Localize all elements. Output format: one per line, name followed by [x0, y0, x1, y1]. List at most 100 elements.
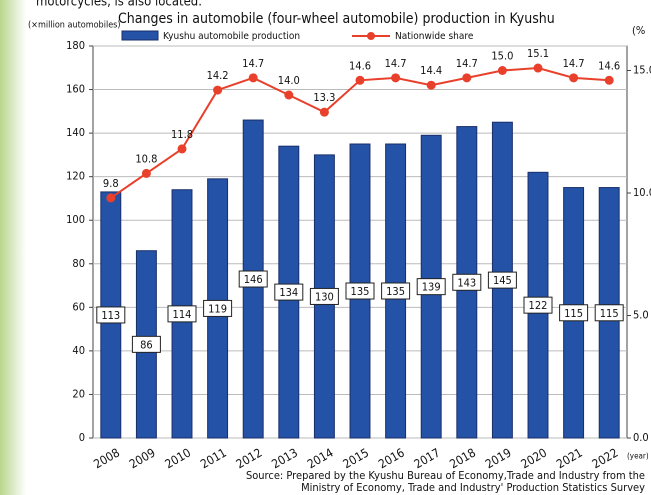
y-tick-label: 80: [72, 257, 85, 270]
line-label: 15.1: [527, 47, 549, 60]
line-label: 14.0: [278, 74, 300, 87]
y2-tick-label: 5.0: [633, 309, 649, 322]
bar-label: 122: [529, 299, 548, 312]
bar-label: 143: [457, 276, 476, 289]
legend-swatch: [367, 32, 375, 40]
bar-label: 145: [493, 274, 512, 287]
bar-label-box: [559, 304, 589, 322]
line-point: [497, 66, 507, 75]
bar-label: 130: [315, 290, 334, 303]
line-point: [533, 63, 543, 73]
line-label: 14.7: [456, 57, 478, 70]
bar-label: 115: [564, 307, 583, 320]
side-strip: [0, 0, 26, 495]
y2-tick-label: 10.0: [633, 186, 651, 199]
bar-label-box: [416, 278, 446, 296]
bar-label: 115: [600, 307, 619, 320]
x-tick-label: 2010: [162, 445, 193, 471]
line-label: 14.7: [385, 57, 407, 70]
y-tick-label: 160: [66, 83, 85, 96]
line-point: [177, 144, 187, 154]
bar-label-box: [594, 304, 624, 322]
line-label: 13.3: [313, 91, 335, 104]
source: Source: Prepared by the Kyushu Bureau of…: [246, 469, 645, 482]
line-point: [391, 73, 401, 83]
bar-label-box: [203, 299, 233, 317]
line-label: 10.8: [135, 152, 157, 165]
line-point: [284, 90, 294, 100]
line-point: [141, 168, 151, 178]
line-label: 14.2: [207, 69, 229, 82]
legend-label: Kyushu automobile production: [163, 31, 300, 42]
bar-label-box: [487, 271, 517, 289]
x-tick-label: 2019: [483, 445, 514, 471]
bar-label-box: [452, 273, 482, 291]
bar-label-box: [131, 335, 161, 353]
bar-label-box: [167, 305, 197, 323]
line-point: [426, 80, 436, 90]
y-tick-label: 0: [79, 431, 85, 444]
x-tick-label: 2008: [91, 445, 122, 471]
x-tick-label: 2018: [447, 445, 478, 471]
legend-swatch: [121, 30, 159, 41]
bar-label: 146: [244, 273, 263, 286]
bar-label: 139: [422, 281, 441, 294]
line-point: [248, 73, 258, 83]
x-tick-label: 2020: [518, 445, 549, 471]
line-label: 14.6: [349, 59, 371, 72]
line-point: [462, 73, 472, 83]
y2-axis-label: (%: [632, 24, 645, 37]
x-tick-label: 2012: [234, 446, 265, 472]
context-text: motorcycles, is also located.: [36, 0, 202, 10]
y-tick-label: 100: [66, 213, 85, 226]
bar-label-box: [381, 282, 411, 300]
x-tick-label: 2021: [554, 446, 585, 472]
y-tick-label: 120: [66, 170, 85, 183]
y2-tick-label: 15.0: [633, 64, 651, 77]
line-point: [319, 107, 329, 117]
y-tick-label: 140: [66, 126, 85, 139]
bar-label: 134: [279, 286, 298, 299]
line-label: 14.4: [420, 64, 442, 77]
source: Ministry of Economy, Trade and Industry'…: [301, 481, 645, 494]
legend-label: Nationwide share: [395, 31, 474, 42]
y-tick-label: 20: [72, 387, 85, 400]
y-axis-label: (×million automobiles): [28, 21, 121, 31]
line-label: 15.0: [491, 50, 513, 63]
line-point: [355, 75, 365, 85]
line-label: 11.8: [171, 128, 193, 141]
line-label: 14.7: [563, 57, 585, 70]
bar-label: 113: [101, 309, 120, 322]
bar-label-box: [96, 306, 126, 324]
x-tick-label: 2009: [127, 445, 158, 471]
line-point: [604, 75, 614, 85]
x-tick-label: 2022: [590, 446, 621, 472]
line-point: [213, 85, 223, 95]
line-point: [106, 193, 116, 203]
y2-tick-label: 0.0: [633, 431, 649, 444]
bar-label-box: [309, 287, 339, 305]
bar-label: 119: [208, 302, 227, 315]
x-tick-label: 2017: [412, 446, 443, 472]
bar-label: 135: [386, 285, 405, 298]
x-axis-label: (year): [627, 452, 649, 461]
chart-title: Changes in automobile (four-wheel automo…: [118, 11, 555, 27]
x-tick-label: 2013: [269, 446, 300, 472]
x-tick-label: 2014: [305, 445, 336, 471]
line-label: 14.6: [598, 59, 620, 72]
x-tick-label: 2011: [198, 446, 229, 472]
bar-label: 135: [351, 285, 370, 298]
bar-label-box: [345, 282, 375, 300]
y-tick-label: 180: [66, 39, 85, 52]
line-label: 14.7: [242, 57, 264, 70]
x-tick-label: 2016: [376, 445, 407, 471]
x-tick-label: 2015: [340, 446, 371, 472]
bar-label: 114: [173, 308, 192, 321]
line-label: 9.8: [103, 177, 119, 190]
y-tick-label: 40: [72, 344, 85, 357]
bar-label-box: [523, 296, 553, 314]
bar-label-box: [238, 270, 268, 288]
bar-label: 86: [140, 338, 153, 351]
